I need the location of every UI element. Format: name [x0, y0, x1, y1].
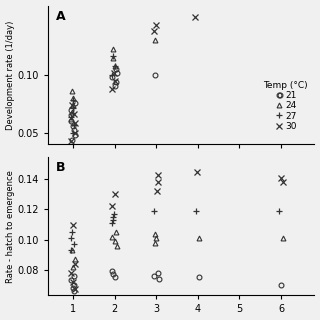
Y-axis label: Rate - hatch to emergence: Rate - hatch to emergence — [5, 170, 14, 283]
Text: B: B — [56, 161, 65, 174]
Text: A: A — [56, 10, 66, 23]
Legend: 21, 24, 27, 30: 21, 24, 27, 30 — [262, 79, 310, 133]
Y-axis label: Development rate (1/day): Development rate (1/day) — [5, 20, 14, 130]
